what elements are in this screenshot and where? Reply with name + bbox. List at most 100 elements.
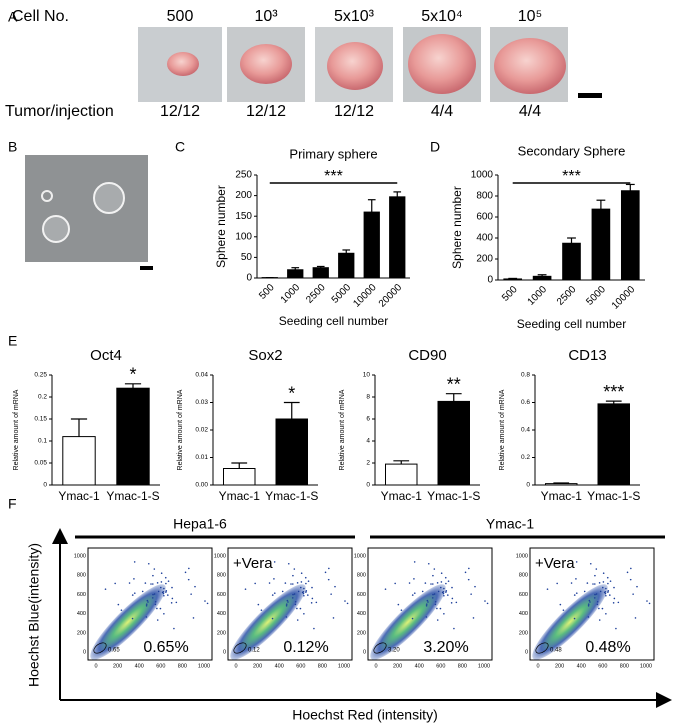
cell-dot (141, 590, 144, 593)
cell-dot (601, 607, 604, 610)
cell-dot (104, 588, 107, 590)
cell-dot (634, 617, 637, 619)
cell-dot (304, 576, 307, 579)
cell-dot (165, 582, 167, 585)
cell-dot (436, 582, 439, 584)
cell-dot (432, 574, 434, 577)
x-tick-label: Ymac-1-S (587, 489, 640, 503)
cell-dot (165, 591, 167, 593)
cell-dot (447, 580, 450, 582)
cell-dot (595, 593, 598, 595)
cell-dot (605, 587, 607, 590)
cell-dot (311, 597, 314, 600)
x-tick-label: 600 (296, 663, 305, 669)
cell-dot (159, 607, 162, 610)
tumor-photos (138, 27, 602, 102)
cell-dot (436, 607, 438, 610)
y-tick-label: 0 (366, 482, 370, 489)
x-tick-label: 5000 (584, 284, 608, 308)
x-tick-label: 0 (536, 663, 539, 669)
cell-dot (592, 583, 594, 585)
y-tick-label: 6 (366, 416, 370, 423)
significance: *** (324, 168, 343, 185)
x-tick-label: 1000 (198, 663, 210, 669)
cell-dot (151, 597, 154, 599)
cell-dot (334, 585, 336, 588)
cell-cloud (230, 584, 306, 660)
cell-dot (294, 601, 297, 603)
y-tick-label: 0 (525, 649, 528, 655)
x-tick-label: Ymac-1-S (427, 489, 480, 503)
y-tick-label: 400 (217, 611, 226, 617)
chart-title: Oct4 (90, 347, 122, 364)
x-tick-label: 600 (156, 663, 165, 669)
bar (545, 483, 578, 486)
cell-dot (588, 599, 591, 602)
x-tick-label: 400 (135, 663, 144, 669)
bar (223, 468, 256, 486)
row-label: Tumor/injection (5, 103, 114, 120)
cell-dot (606, 576, 609, 579)
cell-dot (257, 603, 260, 606)
cell-dot (443, 587, 445, 590)
y-tick-label: 0.00 (195, 482, 208, 489)
cell-dot (287, 601, 289, 603)
cell-dot (607, 582, 609, 585)
cell-dot (583, 590, 586, 593)
cell-dot (443, 594, 445, 597)
cell-dot (646, 600, 648, 602)
y-tick-label: 200 (357, 630, 366, 636)
cell-dot (285, 616, 288, 618)
x-tick-label: 200 (113, 663, 122, 669)
cell-dot (604, 592, 607, 595)
cell-dot (432, 593, 434, 596)
x-tick-label: 0 (234, 663, 237, 669)
cell-dot (556, 582, 558, 585)
chart-title: Secondary Sphere (518, 143, 626, 158)
cell-dot (346, 602, 349, 605)
x-tick-label: Ymac-1-S (106, 489, 159, 503)
y-tick-label: 0 (83, 649, 86, 655)
panel-label: F (8, 496, 17, 512)
cell-dot (145, 603, 148, 605)
treatment-label: +Vera (535, 555, 575, 572)
cell-dot (451, 597, 454, 600)
y-tick-label: 0 (246, 273, 252, 284)
cell-dot (305, 590, 308, 592)
cell-dot (400, 609, 403, 611)
cell-dot (451, 586, 453, 589)
cell-dot (440, 581, 443, 583)
cell-dot (432, 583, 434, 585)
significance: *** (562, 168, 581, 185)
cell-dot (434, 601, 437, 603)
bar (503, 278, 523, 281)
y-tick-label: 600 (357, 592, 366, 598)
y-tick-label: 0 (223, 649, 226, 655)
cell-dot (439, 586, 442, 589)
cell-dot (285, 604, 288, 607)
y-tick-label: 800 (476, 191, 493, 202)
cell-dot (315, 601, 318, 604)
cell-dot (596, 601, 599, 603)
cell-dot (630, 567, 632, 570)
y-axis-title: Relative amount of mRNA (499, 389, 506, 470)
cell-dot (434, 603, 437, 606)
cell-dot (632, 593, 634, 595)
cell-dot (159, 586, 162, 589)
cell-dot (607, 591, 609, 593)
row-label: Cell No. (12, 8, 69, 25)
significance: * (288, 383, 295, 403)
panel-label: C (175, 139, 185, 155)
cell-cloud (532, 584, 608, 660)
x-axis-title: Seeding cell number (517, 317, 626, 331)
cell-dot (145, 604, 148, 607)
cell-dot (486, 602, 489, 605)
cell-dot (303, 587, 305, 590)
cell-dot (146, 599, 149, 602)
treatment-label: +Vera (233, 555, 273, 572)
y-tick-label: 1000 (354, 553, 366, 559)
y-tick-label: 10 (363, 372, 371, 379)
cell-dot (626, 571, 629, 574)
cell-dot (433, 568, 436, 570)
cell-dot (573, 594, 576, 596)
